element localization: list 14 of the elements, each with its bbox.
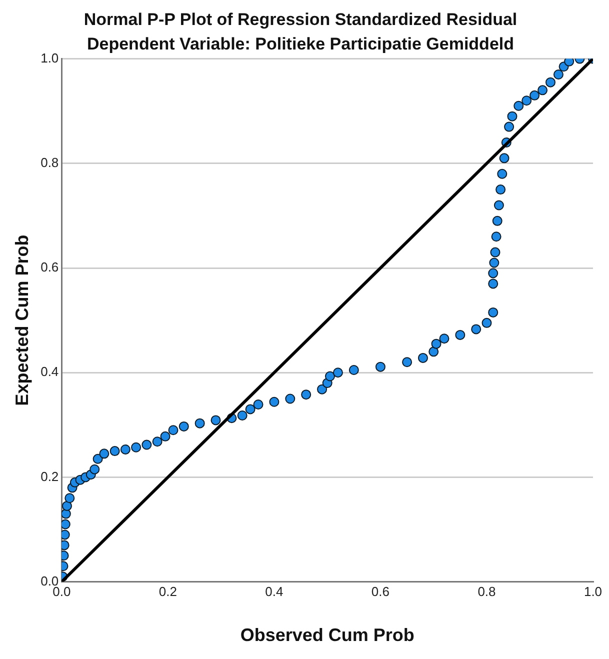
x-tick-label: 0.6 [371,584,390,600]
y-tick-label: 0.4 [40,364,59,380]
y-tick-label: 0.6 [40,260,59,275]
x-axis-title: Observed Cum Prob [240,625,414,646]
x-tick-label: 0.2 [158,584,177,600]
y-tick-label: 0.2 [40,468,59,484]
y-tick-label: 1.0 [40,50,59,66]
y-tick-label: 0.8 [40,154,59,170]
x-tick-label: 0.8 [478,584,496,600]
x-tick-label: 1.0 [584,584,602,600]
chart-title: Normal P-P Plot of Regression Standardized Residual [84,10,518,29]
x-tick-label: 0.4 [265,584,284,600]
y-axis-title: Expected Cum Prob [12,234,32,406]
chart-subtitle: Dependent Variable: Politieke Participatie Gemiddeld [86,34,514,54]
